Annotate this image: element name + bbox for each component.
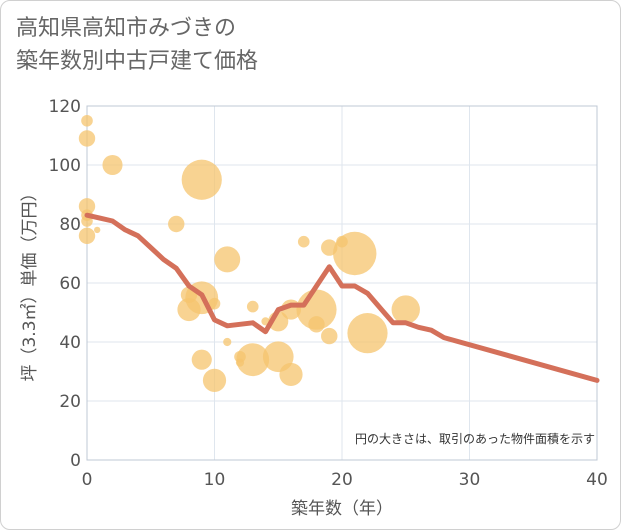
y-tick-label: 40 <box>59 333 81 353</box>
bubble-point <box>321 327 338 345</box>
bubble-size-note: 円の大きさは、取引のあった物件面積を示す <box>355 431 595 446</box>
bubble-point <box>296 289 337 330</box>
y-tick-labels: 0 20 40 60 80 100 120 <box>49 97 81 471</box>
bubble-point <box>333 231 377 276</box>
bubble-point <box>102 154 123 176</box>
bubble-point <box>347 313 388 354</box>
bubbles <box>78 114 420 392</box>
bubble-point <box>78 130 96 147</box>
bubble-point <box>168 215 185 233</box>
bubble-point <box>78 227 96 245</box>
bubble-point <box>208 297 221 310</box>
bubble-point <box>246 300 259 313</box>
y-axis-label: 坪（3.3㎡）単価（万円） <box>20 184 40 381</box>
chart-title-line-2: 築年数別中古戸建て価格 <box>16 49 259 74</box>
bubble-point <box>297 235 310 248</box>
bubble-point <box>81 114 93 127</box>
bubble-point <box>279 362 303 387</box>
trend-line <box>84 212 600 383</box>
bubble-point <box>236 343 270 377</box>
bubble-point <box>191 349 212 370</box>
chart-title-line-1: 高知県高知市みづきの <box>16 16 237 41</box>
x-tick-labels: 0 10 20 30 40 <box>82 470 608 490</box>
y-tick-label: 20 <box>59 392 81 412</box>
y-tick-label: 60 <box>59 274 81 294</box>
plot-border <box>86 105 598 461</box>
bubble-point <box>214 246 241 273</box>
y-tick-label: 0 <box>70 451 81 471</box>
x-tick-label: 20 <box>331 470 353 490</box>
y-tick-label: 100 <box>49 156 81 176</box>
chart-title: 高知県高知市みづきの 築年数別中古戸建て価格 <box>16 12 258 78</box>
bubble-point <box>94 226 101 234</box>
bubble-point <box>181 159 222 200</box>
x-tick-label: 0 <box>82 470 93 490</box>
x-tick-label: 30 <box>459 470 481 490</box>
bubble-point <box>202 368 227 392</box>
y-tick-label: 80 <box>59 215 81 235</box>
x-tick-label: 40 <box>586 470 608 490</box>
bubble-point <box>391 295 420 324</box>
x-tick-label: 10 <box>204 470 226 490</box>
bubble-point <box>78 198 96 215</box>
x-axis-label: 築年数（年） <box>291 499 393 519</box>
y-tick-label: 120 <box>49 97 81 117</box>
bubble-point <box>223 337 232 347</box>
